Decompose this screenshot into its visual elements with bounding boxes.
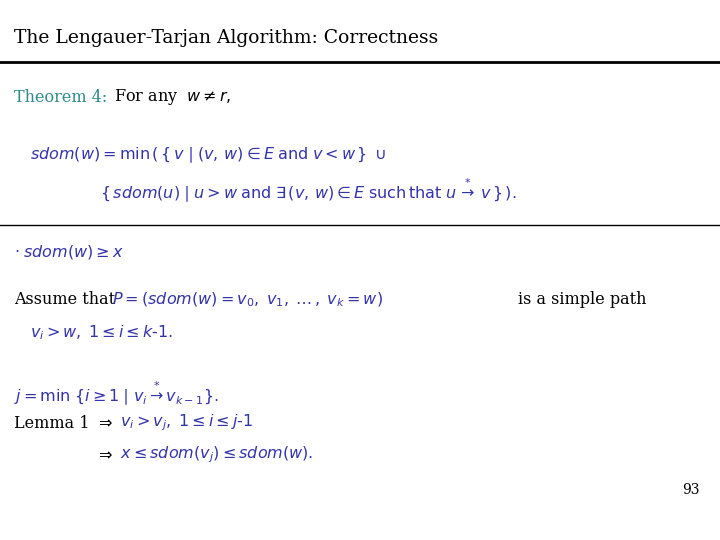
Text: $\Rightarrow$: $\Rightarrow$ — [95, 415, 113, 431]
Text: For any  $w \neq r,$: For any $w \neq r,$ — [114, 87, 231, 107]
Text: $v_i > v_j,\; 1 \leq i \leq j\text{-}1$: $v_i > v_j,\; 1 \leq i \leq j\text{-}1$ — [120, 413, 253, 433]
Text: $\mathit{sdom}(w) = \min\,(\,\{\,v \mid (v,\,w) \in E\;$$\mathrm{and}\; v < w\,\: $\mathit{sdom}(w) = \min\,(\,\{\,v \mid … — [30, 145, 386, 165]
Text: $v_i > w,\; 1 \leq i \leq k\text{-}1.$: $v_i > w,\; 1 \leq i \leq k\text{-}1.$ — [30, 323, 173, 342]
Text: is a simple path: is a simple path — [518, 292, 647, 308]
Text: $P = (\mathit{sdom}(w) = v_0,\; v_1,\;\ldots\,,\; v_k = w)$: $P = (\mathit{sdom}(w) = v_0,\; v_1,\;\l… — [112, 291, 383, 309]
Text: The Lengauer-Tarjan Algorithm: Correctness: The Lengauer-Tarjan Algorithm: Correctne… — [14, 29, 438, 47]
Text: $\Rightarrow$: $\Rightarrow$ — [95, 447, 113, 463]
Text: 93: 93 — [683, 483, 700, 497]
Text: $\{\,\mathit{sdom}(u) \mid u > w\;$$\mathrm{and}\;\exists\,(v,\,w) \in E\;\mathr: $\{\,\mathit{sdom}(u) \mid u > w\;$$\mat… — [100, 176, 516, 204]
Text: $\cdot\;\mathit{sdom}(w) \geq x$: $\cdot\;\mathit{sdom}(w) \geq x$ — [14, 243, 124, 261]
Text: $x \leq \mathit{sdom}(v_j) \leq \mathit{sdom}(w).$: $x \leq \mathit{sdom}(v_j) \leq \mathit{… — [120, 445, 313, 465]
Text: Theorem 4:: Theorem 4: — [14, 89, 107, 105]
Text: $j = \min\;\{i \geq 1 \mid v_i \overset{*}{\to} v_{k-1}\}.$: $j = \min\;\{i \geq 1 \mid v_i \overset{… — [14, 379, 219, 407]
Text: Lemma 1: Lemma 1 — [14, 415, 89, 431]
Text: Assume that: Assume that — [14, 292, 115, 308]
